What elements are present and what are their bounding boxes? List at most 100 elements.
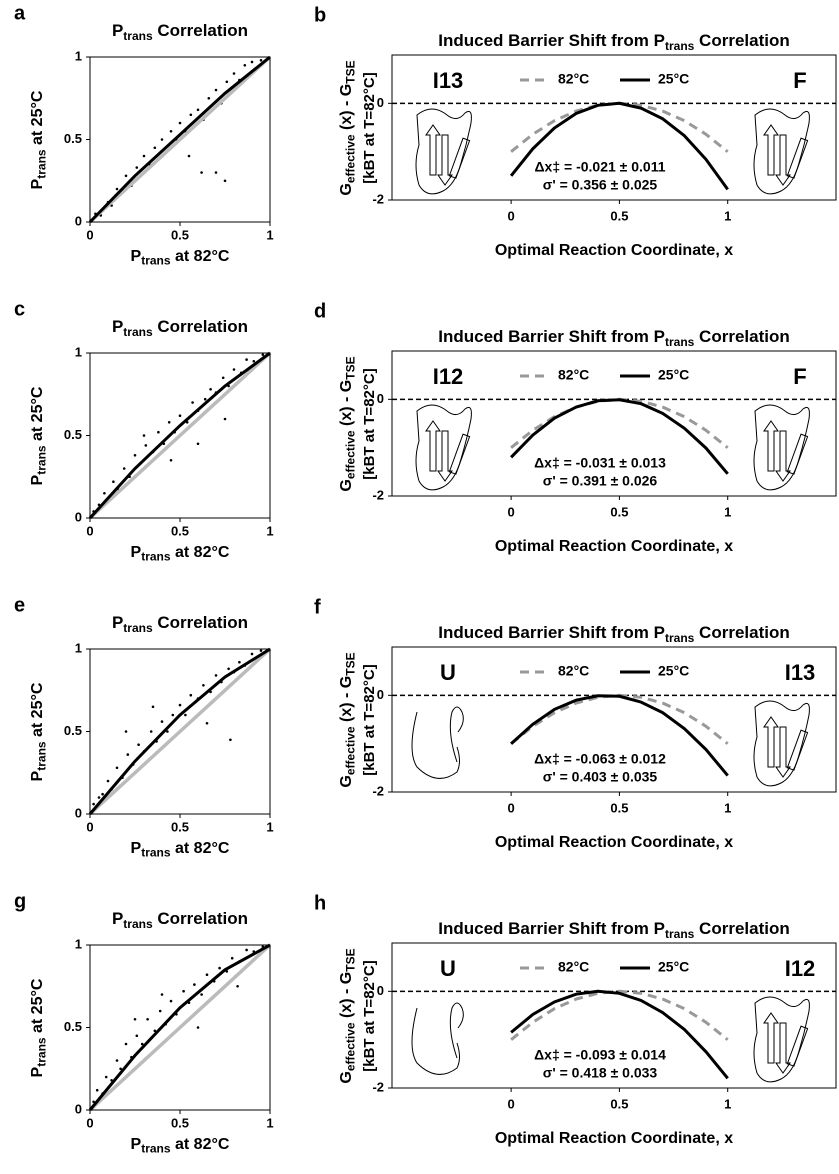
text-run: P [131, 840, 142, 857]
point [151, 705, 155, 709]
protein-cartoon [753, 404, 810, 491]
series-line [510, 398, 729, 475]
y-tick-label: 0.5 [64, 1019, 82, 1034]
text-run: P [112, 21, 123, 40]
point [122, 467, 126, 470]
x-tick-label: 0.5 [610, 1096, 628, 1111]
point [221, 376, 225, 380]
y-tick-label: -2 [372, 487, 384, 502]
x-tick-label: 0 [508, 208, 515, 223]
series-line [510, 989, 729, 1080]
strand-arrow [775, 726, 791, 778]
helix [786, 1025, 809, 1067]
point [238, 660, 241, 664]
x-tick-label: 1 [724, 504, 731, 519]
point [230, 956, 234, 960]
x-tick-label: 0 [86, 819, 93, 834]
y-axis-label: Geffective (x) - GTSE [338, 60, 357, 195]
point [115, 1059, 119, 1062]
y-axis-label: Ptrans at 25°C [29, 682, 48, 781]
y-tick-label: 0 [75, 213, 82, 228]
panel-label: b [314, 4, 326, 26]
x-tick-label: 1 [266, 227, 273, 242]
y-tick-label: 0 [377, 391, 384, 406]
x-axis-label: Ptrans at 82°C [131, 1136, 230, 1155]
protein-cartoon [411, 706, 464, 779]
point [189, 113, 193, 117]
point [200, 993, 203, 996]
annotation: σ' = 0.418 ± 0.033 [543, 1065, 658, 1081]
point [144, 444, 148, 447]
text-run: trans [123, 325, 153, 339]
point [191, 401, 194, 404]
text-run: Correlation [694, 623, 789, 642]
text-run: Correlation [694, 919, 789, 938]
text-run: Correlation [153, 21, 248, 40]
text-run: P [112, 613, 123, 632]
point [92, 802, 95, 806]
text-run: trans [123, 29, 153, 43]
point [232, 72, 236, 75]
point [202, 684, 205, 687]
text-run: P [131, 544, 142, 561]
point [169, 999, 173, 1003]
strand-arrow [775, 134, 791, 186]
x-tick-label: 0.5 [171, 819, 189, 834]
point [207, 96, 211, 100]
series-line [510, 397, 729, 449]
annotation: Δx‡ = -0.031 ± 0.013 [534, 455, 666, 471]
text-run: trans [665, 631, 695, 645]
plot-frame [391, 54, 837, 201]
text-run: P [654, 623, 665, 642]
panel-label: f [314, 596, 321, 618]
state-label: U [440, 660, 456, 685]
point [166, 730, 169, 733]
strand-arrow [763, 124, 779, 176]
fit-line [88, 351, 271, 520]
helix [786, 137, 809, 179]
y-tick-label: 1 [75, 936, 82, 951]
text-run: TSE [344, 60, 358, 83]
point [95, 1088, 99, 1092]
legend-label: 82°C [558, 367, 589, 383]
x-tick-label: 1 [724, 208, 731, 223]
y-axis-label: Geffective (x) - GTSE [338, 948, 357, 1083]
protein-cartoon [753, 700, 810, 787]
point [153, 1029, 157, 1033]
point [196, 442, 200, 446]
point [252, 359, 256, 363]
chain [411, 1002, 464, 1075]
point [171, 713, 175, 717]
chain [753, 108, 810, 195]
point [223, 417, 227, 421]
annotation: Δx‡ = -0.021 ± 0.011 [534, 159, 665, 175]
legend-label: 25°C [658, 959, 689, 975]
chart-title: Induced Barrier Shift from Ptrans Correl… [438, 327, 789, 348]
text-run: trans [665, 927, 695, 941]
point [149, 730, 153, 733]
text-run: at 82°C [171, 544, 230, 561]
point [223, 179, 227, 183]
point [124, 174, 128, 178]
protein-cartoon [411, 1002, 464, 1075]
text-run: TSE [344, 356, 358, 379]
fit-line [88, 55, 271, 224]
point [104, 1075, 108, 1079]
fit-line [88, 351, 272, 520]
text-run: trans [141, 1142, 171, 1156]
y-tick-label: 0 [75, 1101, 82, 1116]
point [137, 743, 140, 746]
protein-cartoon [415, 108, 472, 195]
point [205, 721, 209, 725]
fit-line [88, 55, 272, 224]
text-run: at 25°C [29, 386, 46, 445]
text-run: (x) - G [338, 380, 355, 431]
series-line [510, 101, 729, 153]
point [115, 766, 119, 770]
plot-frame [89, 352, 271, 519]
point [97, 796, 101, 799]
chart-title: Ptrans Correlation [112, 21, 248, 42]
annotation: σ' = 0.391 ± 0.026 [543, 473, 658, 489]
point [205, 973, 209, 976]
text-run: Induced Barrier Shift from [438, 623, 653, 642]
